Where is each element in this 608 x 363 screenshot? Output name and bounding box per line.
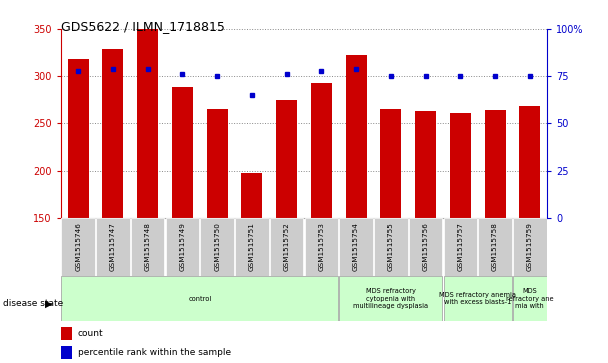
Bar [166,218,199,276]
Bar [305,218,338,276]
Bar [339,276,442,321]
Bar [444,218,477,276]
Text: GSM1515753: GSM1515753 [319,223,325,271]
Text: GDS5622 / ILMN_1718815: GDS5622 / ILMN_1718815 [61,20,225,33]
Text: MDS refractory anemia
with excess blasts-1: MDS refractory anemia with excess blasts… [439,292,516,305]
Bar [172,87,193,218]
Bar [207,109,227,218]
Bar [276,100,297,218]
Text: MDS refractory
cytopenia with
multilineage dysplasia: MDS refractory cytopenia with multilinea… [353,288,429,309]
Text: GSM1515758: GSM1515758 [492,223,498,271]
Bar [415,111,436,218]
Bar [201,218,234,276]
Bar [409,218,442,276]
Text: percentile rank within the sample: percentile rank within the sample [78,348,231,357]
Text: GSM1515755: GSM1515755 [388,223,394,271]
Bar [346,56,367,218]
Text: GSM1515757: GSM1515757 [457,223,463,271]
Bar [478,218,512,276]
Text: GSM1515748: GSM1515748 [145,223,151,271]
Bar [241,174,262,218]
Bar [485,110,505,218]
Bar [339,218,373,276]
Text: disease state: disease state [3,299,63,307]
Bar [61,346,72,359]
Text: MDS
refractory ane
mia with: MDS refractory ane mia with [506,288,554,309]
Bar [450,113,471,218]
Text: count: count [78,329,103,338]
Bar [96,218,130,276]
Bar [61,218,95,276]
Bar [61,276,338,321]
Bar [137,29,158,218]
Bar [513,218,547,276]
Bar [519,106,541,218]
Bar [67,59,89,218]
Bar [131,218,164,276]
Text: GSM1515746: GSM1515746 [75,223,81,271]
Bar [61,327,72,340]
Bar [374,218,407,276]
Text: GSM1515749: GSM1515749 [179,223,185,271]
Text: GSM1515752: GSM1515752 [283,223,289,271]
Text: ▶: ▶ [46,299,53,309]
Text: GSM1515759: GSM1515759 [527,223,533,271]
Text: GSM1515751: GSM1515751 [249,223,255,271]
Text: GSM1515756: GSM1515756 [423,223,429,271]
Bar [444,276,512,321]
Bar [311,83,332,218]
Bar [381,109,401,218]
Bar [235,218,269,276]
Text: control: control [188,295,212,302]
Bar [103,49,123,218]
Text: GSM1515747: GSM1515747 [110,223,116,271]
Text: GSM1515754: GSM1515754 [353,223,359,271]
Bar [513,276,547,321]
Text: GSM1515750: GSM1515750 [214,223,220,271]
Bar [270,218,303,276]
